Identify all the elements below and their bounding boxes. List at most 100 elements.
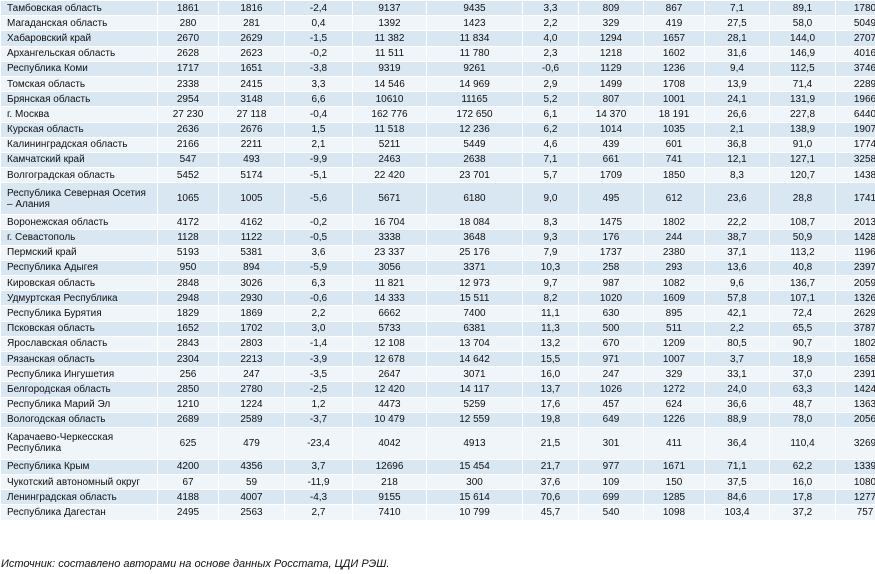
region-name-cell: Республика Адыгея [0,259,158,277]
value-cell: 31,6 [704,45,770,62]
value-cell: 67 [157,474,219,491]
value-cell: 27 230 [157,106,219,123]
region-name-cell: Удмуртская Республика [0,290,158,307]
value-cell: 2,7 [284,504,353,521]
value-cell: 809 [578,0,644,17]
value-cell: -9,9 [284,151,353,169]
value-cell: 28,8 [769,182,836,216]
value-cell: 1210 [157,396,219,413]
value-cell: 6440 [835,106,875,123]
value-cell: 27 118 [218,106,285,123]
value-cell: 670 [578,335,644,352]
value-cell: 1,5 [284,121,353,138]
value-cell: 439 [578,136,644,153]
value-cell: 11 511 [352,45,427,62]
value-cell: 547 [157,151,219,169]
table-row: Волгоградская область 5452 5174 -5,1 22 420 2… [0,167,875,184]
value-cell: 37,1 [704,244,770,261]
value-cell: 6662 [352,305,427,322]
value-cell: 1907 [835,121,875,138]
table-body: Тамбовская область 1861 1816 -2,4 9137 9435 3,… [0,0,875,521]
value-cell: 5,2 [522,91,579,108]
value-cell: 112,5 [769,60,836,77]
value-cell: 1065 [157,182,219,216]
value-cell: 110,4 [769,426,836,460]
value-cell: 329 [643,366,705,383]
value-cell: 4172 [157,214,219,231]
value-cell: 21,7 [522,458,579,476]
table-row: г. Севастополь 1128 1122 -0,5 3338 3648 9,3 176… [0,229,875,246]
region-name-cell: Вологодская область [0,411,158,428]
value-cell: 457 [578,396,644,413]
value-cell: 1080 [835,474,875,491]
value-cell: 78,0 [769,411,836,428]
value-cell: 0,4 [284,15,353,32]
value-cell: 1277 [835,489,875,506]
value-cell: 5193 [157,244,219,261]
value-cell: 2954 [157,91,219,108]
value-cell: 1651 [218,60,285,77]
value-cell: 1014 [578,121,644,138]
table-row: Воронежская область 4172 4162 -0,2 16 704 18 … [0,214,875,231]
value-cell: 419 [643,15,705,32]
table-row: Республика Бурятия 1829 1869 2,2 6662 7400 11,… [0,305,875,322]
value-cell: 281 [218,15,285,32]
value-cell: 22,2 [704,214,770,231]
value-cell: 2013 [835,214,875,231]
value-cell: 3371 [426,259,523,277]
value-cell: 14 969 [426,75,523,93]
value-cell: 72,4 [769,305,836,322]
value-cell: 1007 [643,350,705,368]
table-row: Республика Северная Осетия – Алания 1065 1… [0,182,875,216]
table-row: Кировская область 2848 3026 6,3 11 821 12 973… [0,274,875,292]
value-cell: 9,7 [522,274,579,292]
value-cell: 894 [218,259,285,277]
value-cell: 176 [578,229,644,246]
value-cell: 12 559 [426,411,523,428]
value-cell: 38,7 [704,229,770,246]
value-cell: 8,3 [522,214,579,231]
table-row: Удмуртская Республика 2948 2930 -0,6 14 333 1… [0,290,875,307]
table-row: Магаданская область 280 281 0,4 1392 1423 2,2 3… [0,15,875,32]
value-cell: 2,1 [704,121,770,138]
value-cell: 1709 [578,167,644,184]
value-cell: 9261 [426,60,523,77]
table-row: Камчатский край 547 493 -9,9 2463 2638 7,1 661 7… [0,151,875,169]
value-cell: 1717 [157,60,219,77]
value-cell: 1272 [643,381,705,398]
value-cell: 3338 [352,229,427,246]
value-cell: 7,1 [704,0,770,17]
value-cell: -23,4 [284,426,353,460]
value-cell: 7400 [426,305,523,322]
value-cell: -1,5 [284,30,353,47]
value-cell: 11 780 [426,45,523,62]
value-cell: 511 [643,320,705,337]
region-statistics-table: Тамбовская область 1861 1816 -2,4 9137 9435 3,… [0,0,875,521]
value-cell: 630 [578,305,644,322]
value-cell: 6180 [426,182,523,216]
value-cell: 1082 [643,274,705,292]
value-cell: 10 479 [352,411,427,428]
value-cell: -0,2 [284,214,353,231]
value-cell: 5174 [218,167,285,184]
value-cell: 329 [578,15,644,32]
table-row: Псковская область 1652 1702 3,0 5733 6381 11,3… [0,320,875,337]
value-cell: 22 420 [352,167,427,184]
value-cell: 109 [578,474,644,491]
value-cell: 987 [578,274,644,292]
region-name-cell: Воронежская область [0,214,158,231]
value-cell: 2,3 [522,45,579,62]
value-cell: 5449 [426,136,523,153]
table-row: Республика Крым 4200 4356 3,7 12696 15 454 21,… [0,458,875,476]
value-cell: 2056 [835,411,875,428]
value-cell: 661 [578,151,644,169]
value-cell: 1339 [835,458,875,476]
value-cell: 757 [835,504,875,521]
value-cell: 1001 [643,91,705,108]
value-cell: 12 678 [352,350,427,368]
table-row: Архангельская область 2628 2623 -0,2 11 511 1… [0,45,875,62]
value-cell: 19,8 [522,411,579,428]
value-cell: 15 511 [426,290,523,307]
value-cell: 6,1 [522,106,579,123]
value-cell: 23 701 [426,167,523,184]
